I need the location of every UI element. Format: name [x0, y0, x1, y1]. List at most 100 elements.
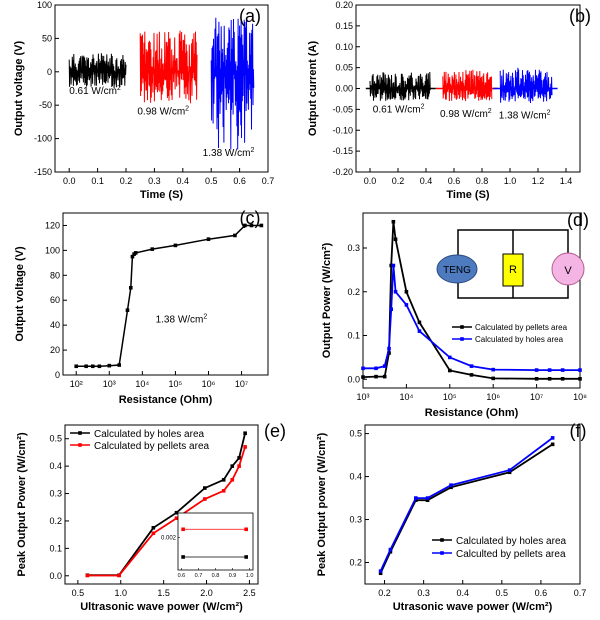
panel-b-series-2 [499, 67, 553, 104]
panel-e-point-1-7 [237, 464, 241, 468]
panel-d-label: (d) [567, 210, 589, 230]
panel-d-xtick-0: 10³ [356, 392, 369, 402]
panel-c-point-7 [128, 285, 133, 290]
panel-f-ylabel: Peak Output power (W/cm²) [316, 432, 328, 576]
panel-e-inset-frame [177, 512, 254, 571]
panel-f-point-1-6 [550, 436, 555, 440]
panel-d-point-0-13 [547, 377, 552, 381]
panel-a-ytick-1: -100 [34, 134, 52, 144]
panel-e-inset-point-0-0 [181, 527, 185, 532]
panel-f-point-1-3 [425, 496, 430, 500]
panel-f-legend-marker-0 [440, 538, 444, 542]
panel-b-ytick-5: 0.05 [335, 63, 353, 73]
panel-c-point-12 [173, 243, 178, 248]
panel-f-xtick-2: 0.4 [456, 588, 469, 598]
panel-c-point-11 [150, 247, 155, 251]
panel-d-point-0-5 [391, 219, 396, 224]
panel-a-xtick-5: 0.5 [205, 176, 218, 186]
panel-e-point-0-5 [221, 478, 226, 482]
panel-d-xtick-4: 10⁷ [530, 392, 543, 402]
panel-d-legend-marker-0 [460, 325, 464, 329]
panel-d-resistor-label: R [509, 264, 517, 276]
panel-b-xtick-1: 0.2 [392, 176, 405, 186]
panel-b-xlabel: Time (S) [446, 189, 490, 201]
panel-d-point-0-2 [382, 374, 387, 379]
panel-a-xtick-3: 0.3 [148, 176, 161, 186]
panel-d-teng-icon [436, 254, 478, 284]
panel-f-xlabel: Utrasonic wave power (W/cm²) [393, 601, 553, 613]
panel-e-inset-xtick-2: 0.8 [212, 573, 220, 579]
panel-e-legend-text-1: Calculated by pellets area [94, 441, 210, 452]
panel-e-point-1-2 [151, 531, 156, 536]
panel-c-xtick-5: 10⁷ [235, 379, 248, 389]
panel-e-inset-point-1-0 [181, 555, 185, 559]
panel-e-inset-point-0-1 [244, 527, 248, 532]
panel-f-xtick-5: 0.7 [574, 588, 587, 598]
panel-c-ytick-3: 60 [50, 295, 60, 305]
panel-e-ylabel: Peak Output Power (W/cm²) [16, 432, 28, 577]
panel-d-point-1-2 [382, 364, 387, 368]
panel-f-point-0-2 [414, 498, 418, 503]
panel-a-ytick-4: 50 [42, 33, 52, 43]
panel-e-point-0-6 [230, 464, 235, 468]
panel-d-frame [362, 212, 581, 389]
panel-d-point-0-10 [469, 373, 474, 377]
panel-d-xtick-1: 10⁴ [399, 392, 413, 402]
panel-a-ytick-2: -50 [39, 100, 52, 110]
panel-c-point-8 [130, 254, 135, 259]
panel-b-ytick-7: 0.15 [335, 21, 353, 31]
panel-d-point-1-10 [469, 364, 474, 368]
panel-d-series-0 [362, 221, 580, 380]
panel-f-frame [364, 424, 581, 585]
panel-e-point-1-4 [203, 497, 207, 501]
panel-a-xtick-4: 0.4 [177, 176, 190, 186]
panel-d-point-0-14 [560, 377, 565, 381]
panel-b-label: (b) [569, 6, 591, 26]
panel-f-xtick-0: 0.2 [378, 588, 391, 598]
panel-e-ytick-4: 0.4 [49, 461, 62, 471]
panel-b-xtick-4: 0.8 [476, 176, 489, 186]
panel-d-point-0-12 [534, 377, 539, 381]
panel-f-ytick-2: 0.4 [349, 472, 362, 482]
panel-d-legend-text-0: Calculated by pellets area [475, 323, 568, 332]
panel-d-point-1-13 [547, 368, 552, 372]
panel-e-xtick-2: 1.5 [157, 588, 170, 598]
panel-b-ytick-1: -0.15 [332, 146, 353, 156]
panel-e-ytick-2: 0.2 [49, 516, 62, 526]
panel-f-xtick-1: 0.3 [417, 588, 430, 598]
panel-c-frame [62, 212, 269, 376]
panel-a-annotation-1: 0.98 W/cm2 [137, 106, 189, 118]
panel-b-series-0 [369, 71, 431, 101]
panel-a-xtick-7: 0.7 [262, 176, 275, 186]
panel-c-ytick-0: 0 [55, 370, 60, 380]
panel-d-point-1-11 [491, 367, 495, 372]
panel-d-point-1-12 [534, 368, 539, 372]
panel-f-legend-marker-1 [440, 551, 444, 555]
panel-d-teng-label: TENG [443, 265, 471, 276]
panel-e-inset-xtick-3: 0.9 [229, 573, 237, 579]
panel-e-point-0-2 [151, 526, 156, 530]
panel-b-xtick-0: 0.0 [364, 176, 377, 186]
panel-c-point-3 [97, 364, 102, 369]
panel-e-ytick-5: 0.5 [49, 434, 62, 444]
panel-f-legend-text-1: Calculted by pellets area [456, 549, 566, 560]
panel-c-xtick-3: 10⁵ [169, 379, 183, 389]
panel-e-point-0-7 [237, 456, 241, 460]
panel-b-xtick-2: 0.4 [420, 176, 433, 186]
panel-d-point-0-3 [387, 351, 391, 355]
panel-e-point-0-3 [174, 510, 179, 515]
panel-c-ytick-1: 20 [50, 345, 60, 355]
panel-d-xtick-3: 10⁶ [486, 392, 500, 402]
panel-d-point-1-9 [448, 355, 452, 360]
panel-e-ytick-1: 0.1 [49, 543, 62, 553]
panel-d-point-0-11 [491, 376, 495, 381]
panel-a-ytick-3: 0 [47, 67, 52, 77]
panel-e-point-1-1 [117, 573, 121, 578]
panel-c-point-4 [107, 363, 112, 368]
panel-d-series-1 [363, 265, 580, 372]
panel-c-point-17 [259, 223, 264, 228]
panel-a-xtick-1: 0.1 [91, 176, 104, 186]
panel-f-ytick-3: 0.5 [349, 429, 362, 439]
panel-c-point-2 [90, 364, 95, 369]
